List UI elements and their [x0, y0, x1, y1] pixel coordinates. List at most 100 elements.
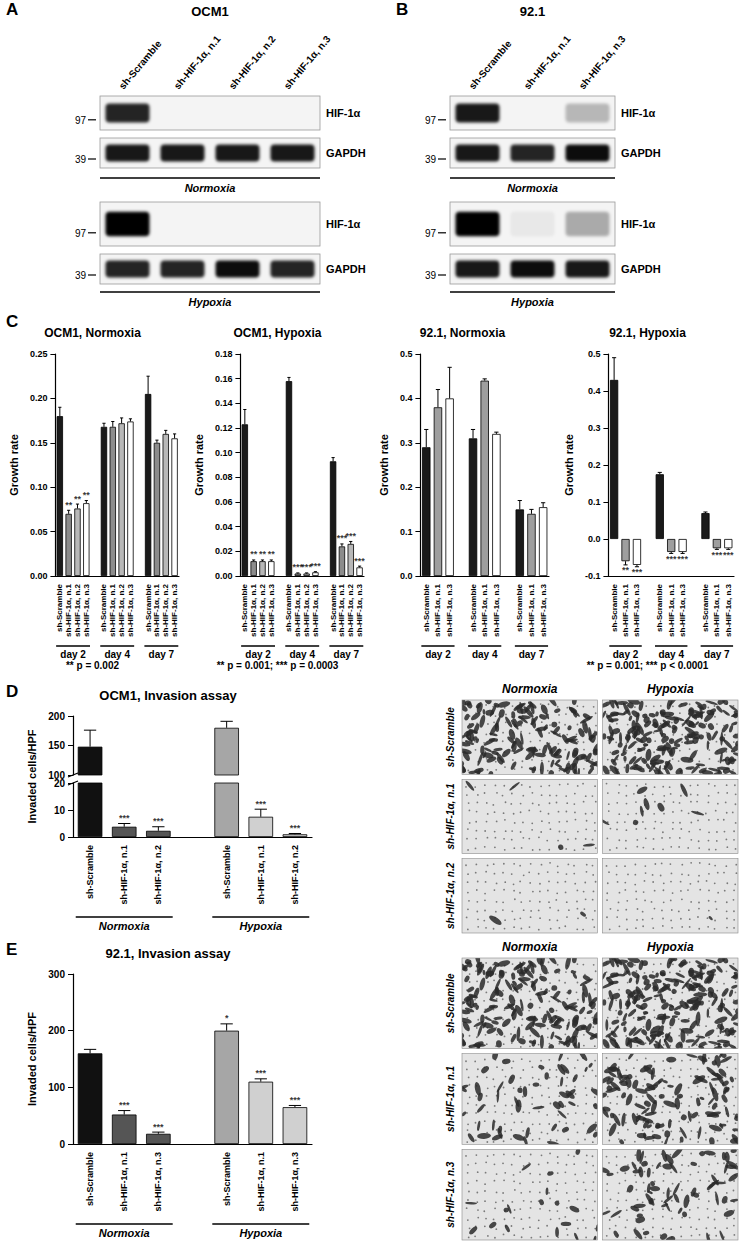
svg-text:Normoxia: Normoxia	[502, 682, 558, 696]
svg-text:day 7: day 7	[334, 649, 360, 660]
svg-text:***: ***	[153, 1122, 164, 1132]
svg-text:***: ***	[119, 1100, 130, 1110]
svg-text:day 2: day 2	[60, 649, 86, 660]
svg-text:sh-Scramble: sh-Scramble	[610, 583, 619, 632]
svg-text:Hypoxia: Hypoxia	[647, 940, 694, 954]
svg-text:Invaded cells/HPF: Invaded cells/HPF	[26, 729, 38, 823]
svg-text:***: ***	[632, 567, 643, 577]
svg-text:0.12: 0.12	[215, 423, 233, 433]
svg-text:sh-HIF-1α, n.3: sh-HIF-1α, n.3	[577, 33, 628, 91]
svg-text:day 4: day 4	[658, 649, 684, 660]
svg-text:sh-HIF-1α, n.3: sh-HIF-1α, n.3	[355, 583, 364, 636]
svg-text:0.0: 0.0	[588, 534, 601, 544]
svg-text:***: ***	[310, 561, 321, 571]
svg-text:day 4: day 4	[104, 649, 130, 660]
svg-text:sh-HIF-1α, n.1: sh-HIF-1α, n.1	[119, 1152, 129, 1212]
svg-text:Hypoxia: Hypoxia	[239, 920, 282, 932]
svg-text:***: ***	[290, 823, 301, 833]
svg-text:sh-HIF-1α, n.3: sh-HIF-1α, n.3	[632, 583, 641, 636]
svg-text:sh-HIF-1α, n.3: sh-HIF-1α, n.3	[678, 583, 687, 636]
svg-text:sh-HIF-1α, n.2: sh-HIF-1α, n.2	[117, 583, 126, 636]
svg-text:0.15: 0.15	[30, 438, 48, 448]
svg-text:0: 0	[59, 1139, 65, 1150]
svg-text:sh-HIF-1α, n.1: sh-HIF-1α, n.1	[445, 783, 456, 850]
svg-text:sh-Scramble: sh-Scramble	[222, 1152, 232, 1206]
svg-text:sh-HIF-1α, n.3: sh-HIF-1α, n.3	[153, 1152, 163, 1212]
svg-text:sh-Scramble: sh-Scramble	[655, 583, 664, 632]
svg-text:day 2: day 2	[613, 649, 639, 660]
svg-text:sh-HIF-1α, n.3: sh-HIF-1α, n.3	[282, 33, 333, 91]
svg-text:OCM1, Normoxia: OCM1, Normoxia	[44, 326, 141, 340]
svg-text:**: **	[74, 494, 82, 504]
svg-text:0.06: 0.06	[215, 497, 233, 507]
svg-text:sh-HIF-1α, n.1: sh-HIF-1α, n.1	[293, 583, 302, 636]
svg-text:sh-Scramble: sh-Scramble	[55, 583, 64, 632]
svg-text:sh-HIF-1α, n.2: sh-HIF-1α, n.2	[161, 583, 170, 636]
svg-text:0.08: 0.08	[215, 472, 233, 482]
svg-text:0.14: 0.14	[215, 398, 233, 408]
svg-text:0.00: 0.00	[215, 571, 233, 581]
svg-text:Growth rate: Growth rate	[563, 434, 575, 496]
svg-text:***: ***	[346, 531, 357, 541]
svg-text:day 2: day 2	[425, 649, 451, 660]
svg-text:***: ***	[290, 1095, 301, 1105]
svg-text:sh-Scramble: sh-Scramble	[99, 583, 108, 632]
svg-text:0.02: 0.02	[215, 546, 233, 556]
svg-text:92.1, Invasion assay: 92.1, Invasion assay	[105, 946, 231, 961]
svg-text:***: ***	[256, 1068, 267, 1078]
svg-text:HIF-1α: HIF-1α	[621, 218, 656, 230]
svg-text:0.4: 0.4	[588, 386, 601, 396]
svg-text:Hypoxia: Hypoxia	[511, 296, 554, 308]
svg-text:sh-Scramble: sh-Scramble	[240, 583, 249, 632]
svg-text:sh-HIF-1α, n.2: sh-HIF-1α, n.2	[445, 862, 456, 929]
svg-text:sh-Scramble: sh-Scramble	[85, 1152, 95, 1206]
svg-text:sh-HIF-1α, n.1: sh-HIF-1α, n.1	[445, 1065, 456, 1132]
svg-text:0.10: 0.10	[215, 448, 233, 458]
svg-text:sh-HIF-1α, n.2: sh-HIF-1α, n.2	[346, 583, 355, 636]
svg-text:OCM1, Invasion assay: OCM1, Invasion assay	[99, 688, 237, 703]
svg-text:sh-HIF-1α, n.1: sh-HIF-1α, n.1	[256, 1152, 266, 1212]
svg-text:day 7: day 7	[149, 649, 175, 660]
svg-text:sh-HIF-1α, n.3: sh-HIF-1α, n.3	[445, 583, 454, 636]
svg-text:Hypoxia: Hypoxia	[647, 682, 694, 696]
svg-text:sh-Scramble: sh-Scramble	[515, 583, 524, 632]
svg-text:OCM1: OCM1	[191, 4, 229, 19]
svg-text:Growth rate: Growth rate	[378, 434, 390, 496]
svg-text:sh-Scramble: sh-Scramble	[85, 845, 95, 899]
svg-text:Normoxia: Normoxia	[507, 182, 558, 194]
svg-text:***: ***	[712, 550, 723, 560]
svg-text:sh-HIF-1α, n.3: sh-HIF-1α, n.3	[82, 583, 91, 636]
svg-text:sh-Scramble: sh-Scramble	[117, 38, 164, 91]
svg-text:sh-HIF-1α, n.1: sh-HIF-1α, n.1	[480, 583, 489, 636]
svg-text:sh-HIF-1α, n.1: sh-HIF-1α, n.1	[249, 583, 258, 636]
svg-text:92.1: 92.1	[520, 4, 545, 19]
svg-text:HIF-1α: HIF-1α	[326, 107, 361, 119]
svg-text:Normoxia: Normoxia	[502, 940, 558, 954]
svg-text:sh-HIF-1α, n.2: sh-HIF-1α, n.2	[290, 845, 300, 905]
svg-text:0.00: 0.00	[30, 571, 48, 581]
svg-text:39: 39	[75, 270, 87, 281]
svg-text:***: ***	[723, 550, 734, 560]
svg-text:OCM1, Hypoxia: OCM1, Hypoxia	[233, 326, 321, 340]
svg-text:***: ***	[677, 554, 688, 564]
svg-text:92.1, Hypoxia: 92.1, Hypoxia	[609, 326, 686, 340]
svg-text:Normoxia: Normoxia	[99, 920, 150, 932]
svg-text:sh-HIF-1α, n.3: sh-HIF-1α, n.3	[311, 583, 320, 636]
svg-text:Invaded cells/HPF: Invaded cells/HPF	[26, 1012, 38, 1106]
svg-text:0.10: 0.10	[30, 482, 48, 492]
svg-text:sh-HIF-1α, n.3: sh-HIF-1α, n.3	[126, 583, 135, 636]
svg-text:sh-HIF-1α, n.3: sh-HIF-1α, n.3	[539, 583, 548, 636]
svg-text:97: 97	[425, 228, 437, 239]
svg-text:** p = 0.001; *** p < 0.0001: ** p = 0.001; *** p < 0.0001	[587, 660, 709, 671]
svg-text:Growth rate: Growth rate	[8, 434, 20, 496]
svg-text:**: **	[259, 549, 267, 559]
svg-text:sh-HIF-1α, n.1: sh-HIF-1α, n.1	[108, 583, 117, 636]
svg-text:0.1: 0.1	[588, 497, 601, 507]
svg-text:sh-HIF-1α, n.1: sh-HIF-1α, n.1	[172, 33, 223, 91]
svg-text:39: 39	[425, 270, 437, 281]
svg-text:day 7: day 7	[519, 649, 545, 660]
svg-text:97: 97	[75, 228, 87, 239]
svg-text:0.1: 0.1	[400, 527, 413, 537]
svg-text:100: 100	[48, 1082, 65, 1093]
svg-text:0: 0	[59, 832, 65, 843]
